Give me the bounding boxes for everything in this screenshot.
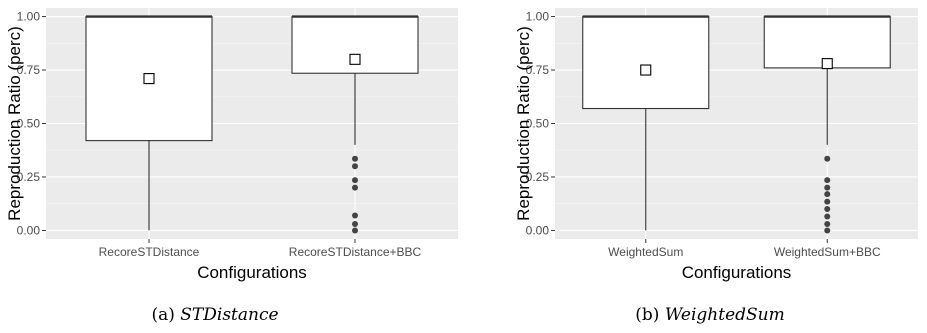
x-tick-label: RecoreSTDistance: [99, 245, 200, 259]
outlier-point: [352, 177, 358, 184]
outlier-point: [352, 212, 358, 219]
mean-marker: [349, 53, 361, 65]
y-axis-title: Reproduction Ratio (perc): [5, 26, 24, 221]
outlier-point: [824, 221, 831, 228]
y-tick-label: 1.00: [17, 10, 41, 24]
y-tick-label: 0.25: [17, 170, 41, 184]
outlier-point: [352, 184, 358, 191]
y-tick-label: 1.00: [526, 10, 550, 24]
y-tick-label: 0.75: [17, 63, 41, 77]
outlier-point: [824, 177, 831, 184]
outlier-point: [824, 155, 831, 162]
mean-marker: [640, 64, 652, 76]
caption-prefix: (b): [635, 305, 665, 325]
x-tick-label: WeightedSum: [608, 245, 683, 259]
mean-marker: [143, 73, 155, 85]
outlier-point: [824, 191, 831, 198]
box-RecoreSTDistance+BBC: [291, 15, 419, 234]
x-tick-label: WeightedSum+BBC: [774, 245, 881, 259]
iqr-box: [582, 16, 710, 110]
y-tick-label: 0.50: [17, 117, 41, 131]
y-axis-title: Reproduction Ratio (perc): [514, 26, 533, 221]
caption-prefix: (a): [151, 305, 180, 325]
outlier-point: [824, 184, 831, 191]
box-WeightedSum+BBC: [763, 15, 891, 234]
box-WeightedSum: [582, 15, 710, 231]
panel-caption: (b) WeightedSum: [635, 305, 784, 325]
box-RecoreSTDistance: [85, 15, 213, 231]
outlier-point: [824, 227, 831, 234]
chart-panel-a: 0.00 0.25 0.50 0.75 1.00 RecoreSTDistance Reco…: [5, 8, 458, 325]
caption-name: WeightedSum: [665, 305, 785, 325]
y-tick-label: 0.00: [526, 223, 550, 237]
outlier-point: [824, 206, 831, 213]
x-tick-label: RecoreSTDistance+BBC: [289, 245, 422, 259]
y-tick-label: 0.75: [526, 63, 550, 77]
mean-marker: [821, 58, 833, 70]
y-tick-label: 0.25: [526, 170, 550, 184]
outlier-point: [352, 221, 358, 228]
y-tick-label: 0.50: [526, 117, 550, 131]
panel-caption: (a) STDistance: [151, 305, 278, 325]
outlier-point: [352, 227, 358, 234]
outlier-point: [824, 198, 831, 205]
chart-panel-b: 0.00 0.25 0.50 0.75 1.00 WeightedSum WeightedS…: [514, 8, 918, 325]
outlier-point: [352, 155, 358, 162]
x-axis-title: Configurations: [197, 263, 307, 282]
outlier-point: [352, 163, 358, 170]
outlier-point: [824, 213, 831, 220]
x-axis-title: Configurations: [682, 263, 792, 282]
y-tick-label: 0.00: [17, 223, 41, 237]
caption-name: STDistance: [180, 305, 278, 325]
